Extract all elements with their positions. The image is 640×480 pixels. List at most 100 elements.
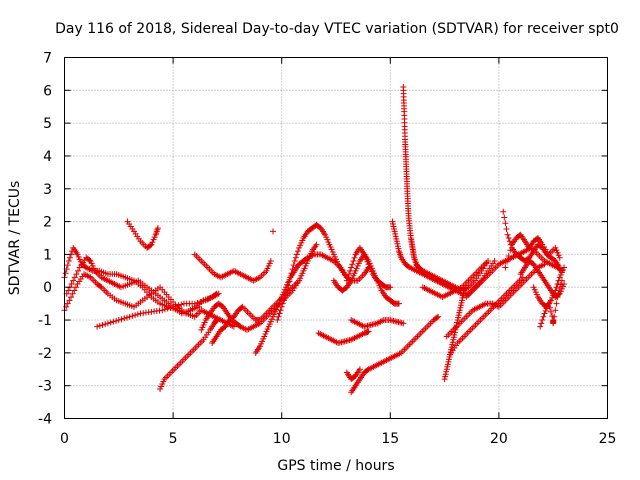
data-point — [435, 313, 442, 320]
data-point — [104, 320, 111, 327]
data-point — [70, 277, 77, 284]
data-point — [199, 298, 206, 305]
x-tick-label: 0 — [60, 431, 69, 447]
data-point — [102, 321, 109, 328]
data-point — [73, 271, 80, 278]
data-point — [504, 231, 511, 238]
y-tick-label: -3 — [38, 379, 52, 395]
y-tick-label: 7 — [43, 51, 52, 67]
x-tick-label: 10 — [273, 431, 291, 447]
y-tick-label: 5 — [43, 116, 52, 132]
data-point — [365, 328, 372, 335]
data-point — [274, 317, 281, 324]
y-tick-label: -2 — [38, 346, 52, 362]
y-tick-label: 0 — [43, 280, 52, 296]
data-point — [115, 317, 122, 324]
data-point — [538, 320, 545, 327]
data-point — [296, 277, 303, 284]
x-tick-label: 5 — [169, 431, 178, 447]
data-point — [66, 297, 73, 304]
data-point — [161, 306, 168, 313]
data-point — [99, 321, 106, 328]
data-point — [277, 307, 284, 314]
data-point — [212, 291, 219, 298]
data-point — [278, 303, 285, 310]
data-point — [556, 285, 563, 292]
data-point — [113, 317, 120, 324]
data-point — [539, 317, 546, 324]
data-point — [294, 248, 301, 255]
data-point — [280, 297, 287, 304]
data-point — [558, 277, 565, 284]
data-points — [61, 84, 568, 396]
data-point — [129, 312, 136, 319]
data-point — [519, 274, 526, 281]
data-point — [167, 304, 174, 311]
data-point — [75, 267, 82, 274]
x-tick-label: 20 — [490, 431, 508, 447]
data-point — [291, 257, 298, 264]
data-point — [313, 241, 320, 248]
data-point — [64, 300, 71, 307]
data-point — [351, 254, 358, 261]
y-tick-label: -1 — [38, 313, 52, 329]
data-point — [107, 319, 114, 326]
y-tick-label: 4 — [43, 149, 52, 165]
data-point — [134, 311, 141, 318]
data-point — [551, 313, 558, 320]
data-point — [348, 264, 355, 271]
data-point — [387, 284, 394, 291]
data-point — [175, 302, 182, 309]
data-point — [491, 257, 498, 264]
data-point — [503, 225, 510, 232]
data-point — [537, 323, 544, 330]
data-point — [288, 270, 295, 277]
data-point — [147, 242, 154, 249]
data-point — [502, 264, 509, 271]
data-point — [94, 323, 101, 330]
data-point — [347, 267, 354, 274]
data-point — [343, 277, 350, 284]
data-point — [154, 225, 161, 232]
y-tick-label: -4 — [38, 412, 52, 428]
grid — [64, 57, 608, 419]
data-point — [267, 257, 274, 264]
chart-title: Day 116 of 2018, Sidereal Day-to-day VTE… — [55, 21, 619, 37]
data-point — [178, 301, 185, 308]
data-point — [502, 220, 509, 227]
data-point — [118, 316, 125, 323]
y-tick-label: 6 — [43, 83, 52, 99]
data-point — [196, 303, 203, 310]
data-point — [553, 284, 560, 291]
x-tick-label: 15 — [381, 431, 399, 447]
data-point — [164, 305, 171, 312]
data-point — [505, 253, 512, 260]
data-point — [212, 317, 219, 324]
data-point — [350, 257, 357, 264]
data-point — [86, 257, 93, 264]
data-point — [433, 314, 440, 321]
data-point — [286, 278, 293, 285]
data-point — [72, 284, 79, 291]
data-point — [553, 300, 560, 307]
data-point — [270, 228, 277, 235]
data-point — [540, 313, 547, 320]
data-point — [276, 310, 283, 317]
data-point — [546, 304, 553, 311]
data-point — [62, 270, 69, 277]
data-point — [561, 264, 568, 271]
data-point — [395, 300, 402, 307]
x-axis-title: GPS time / hours — [277, 458, 394, 474]
data-point — [65, 287, 72, 294]
data-point — [132, 312, 139, 319]
data-point — [213, 317, 220, 324]
y-tick-label: 2 — [43, 215, 52, 231]
data-point — [123, 314, 130, 321]
data-point — [400, 320, 407, 327]
data-point — [287, 274, 294, 281]
data-point — [500, 208, 507, 215]
data-point — [71, 287, 78, 294]
data-point — [290, 262, 297, 269]
data-point — [110, 318, 117, 325]
